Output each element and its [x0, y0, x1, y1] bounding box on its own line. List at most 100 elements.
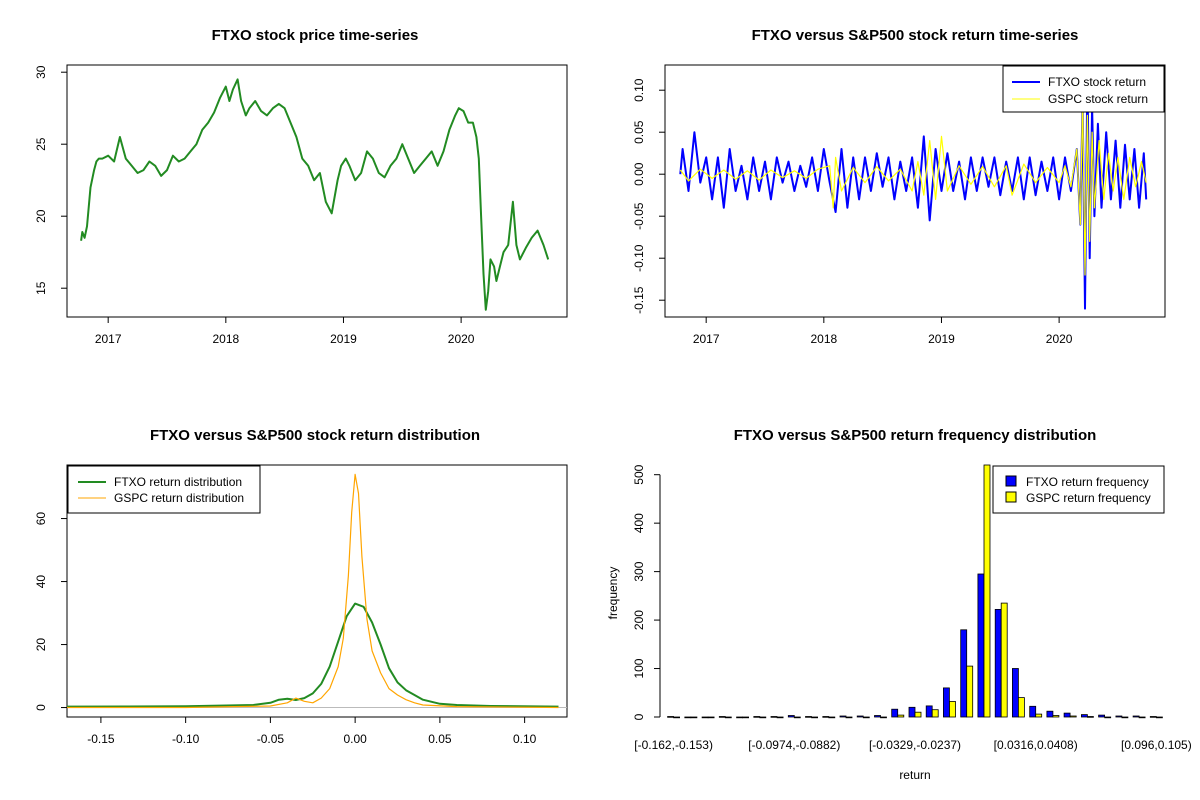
bar-ftxo	[874, 715, 881, 718]
legend: FTXO return distribution GSPC return dis…	[67, 465, 261, 514]
bar-ftxo	[977, 573, 985, 718]
chart-title: FTXO stock price time-series	[212, 27, 419, 44]
legend-label-ftxo: FTXO return frequency	[1026, 475, 1149, 489]
bar-gspc	[966, 665, 974, 718]
legend-label-gspc: GSPC stock return	[1048, 92, 1148, 106]
x-tick-label: 2018	[212, 332, 239, 346]
bar-ftxo	[1132, 715, 1140, 718]
x-tick-label: 2018	[810, 332, 837, 346]
bar-ftxo	[667, 716, 674, 718]
bar-ftxo	[736, 716, 743, 719]
y-tick-label: 30	[34, 65, 48, 79]
series-line-0	[80, 78, 550, 311]
bar-gspc	[759, 716, 767, 719]
bar-gspc	[1018, 697, 1025, 718]
legend-label-gspc: GSPC return frequency	[1026, 491, 1151, 505]
y-tick-label: 0.10	[632, 78, 646, 102]
bar-ftxo	[770, 716, 778, 718]
chart-title: FTXO versus S&P500 stock return distribu…	[150, 427, 480, 444]
bar-ftxo	[891, 708, 899, 718]
legend-label-gspc: GSPC return distribution	[114, 491, 244, 505]
y-tick-label: -0.15	[632, 286, 646, 314]
y-tick-label: 400	[632, 513, 646, 533]
chart-title: FTXO versus S&P500 return frequency dist…	[734, 427, 1097, 444]
y-tick-label: 20	[34, 209, 48, 223]
y-tick-label: 15	[34, 281, 48, 295]
y-tick-label: 60	[34, 512, 48, 526]
bar-ftxo	[1098, 714, 1105, 718]
bar-gspc	[1000, 602, 1008, 718]
bar-ftxo	[753, 716, 761, 718]
x-tick-label: 2020	[1046, 332, 1073, 346]
panel-return-timeseries: FTXO versus S&P500 stock return time-ser…	[632, 27, 1166, 346]
plot-frame	[664, 64, 1166, 318]
x-tick-label: [-0.162,-0.153)	[634, 738, 713, 752]
bar-ftxo	[1063, 712, 1071, 718]
bar-gspc	[811, 716, 818, 719]
bar-gspc	[949, 701, 956, 718]
panel-return-frequency: FTXO versus S&P500 return frequency dist…	[606, 427, 1192, 782]
plot-frame	[66, 64, 568, 318]
y-tick-label: 200	[632, 610, 646, 630]
bar-gspc	[828, 716, 836, 719]
bar-gspc	[1052, 715, 1060, 718]
bar-gspc	[1069, 715, 1077, 718]
bar-gspc	[845, 716, 853, 719]
y-axis: 0 20 40 60	[34, 512, 67, 711]
x-axis: [-0.162,-0.153) [-0.0974,-0.0882) [-0.0329…	[634, 738, 1191, 752]
x-tick-label: 0.10	[513, 732, 537, 746]
bar-ftxo	[994, 609, 1002, 718]
bar-gspc	[673, 716, 680, 719]
legend-swatch-ftxo	[1005, 475, 1017, 487]
bar-ftxo	[856, 715, 864, 718]
legend: FTXO stock return GSPC stock return	[1002, 65, 1165, 113]
x-tick-label: 0.00	[343, 732, 367, 746]
y-axis-label: frequency	[606, 567, 620, 620]
x-tick-label: [0.0316,0.0408)	[994, 738, 1078, 752]
legend-label-ftxo: FTXO return distribution	[114, 475, 242, 489]
bar-gspc	[742, 716, 749, 719]
y-tick-label: 20	[34, 638, 48, 652]
legend-box	[67, 465, 261, 514]
x-axis: 2017 2018 2019 2020	[95, 317, 475, 346]
bars-layer	[667, 464, 1163, 719]
x-tick-label: -0.10	[172, 732, 200, 746]
bar-gspc	[880, 716, 887, 719]
bar-ftxo	[908, 706, 916, 718]
x-axis: 2017 2018 2019 2020	[693, 317, 1073, 346]
bar-gspc	[1121, 716, 1129, 719]
series-layer	[80, 78, 550, 311]
bar-ftxo	[1046, 710, 1054, 718]
bar-ftxo	[839, 715, 847, 718]
y-tick-label: -0.05	[632, 202, 646, 230]
bar-gspc	[931, 709, 939, 718]
y-tick-label: 25	[34, 137, 48, 151]
bar-ftxo	[787, 715, 795, 718]
bar-ftxo	[718, 716, 726, 718]
x-axis-label: return	[899, 768, 930, 782]
x-tick-label: 2019	[330, 332, 357, 346]
series-layer	[679, 72, 1148, 310]
bar-gspc	[1156, 716, 1163, 719]
bar-gspc	[707, 716, 715, 719]
bar-ftxo	[943, 687, 950, 718]
bar-ftxo	[925, 705, 933, 718]
bar-gspc	[793, 716, 801, 719]
bar-ftxo	[960, 629, 968, 718]
bar-ftxo	[701, 716, 709, 719]
series-line-1	[679, 97, 1147, 276]
x-tick-label: [-0.0974,-0.0882)	[748, 738, 840, 752]
bar-gspc	[776, 716, 784, 719]
bar-gspc	[983, 464, 991, 718]
legend-swatch-gspc	[1005, 491, 1017, 503]
y-tick-label: 100	[632, 658, 646, 678]
x-tick-label: [-0.0329,-0.0237)	[869, 738, 961, 752]
y-tick-label: 500	[632, 464, 646, 484]
x-axis: -0.15 -0.10 -0.05 0.00 0.05 0.10	[87, 717, 537, 746]
bar-ftxo	[822, 716, 830, 718]
bar-ftxo	[1081, 714, 1088, 718]
y-tick-label: 0	[34, 704, 48, 711]
panel-return-distribution: FTXO versus S&P500 stock return distribu…	[34, 427, 568, 746]
panel-price-timeseries: FTXO stock price time-series 2017 2018 201…	[34, 27, 568, 346]
